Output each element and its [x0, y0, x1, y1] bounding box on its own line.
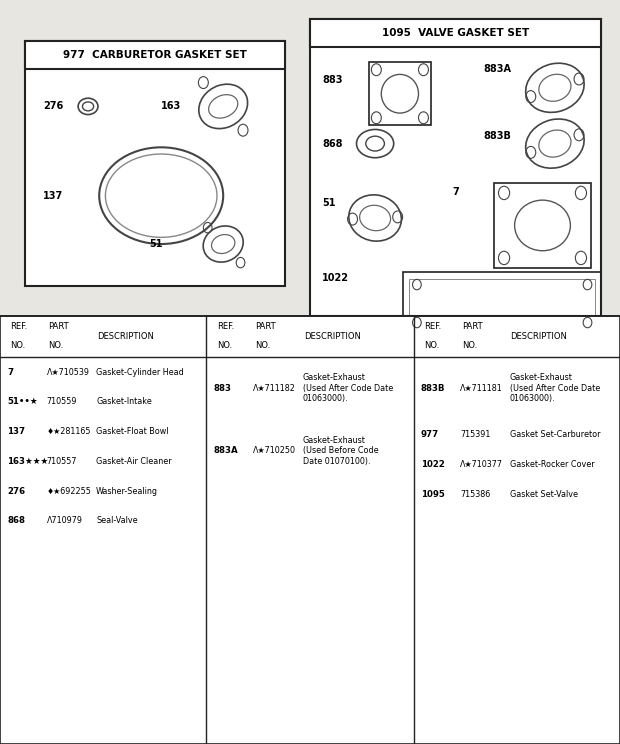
Text: DESCRIPTION: DESCRIPTION — [304, 332, 361, 341]
Text: 715386: 715386 — [460, 490, 490, 498]
Text: Gasket-Cylinder Head: Gasket-Cylinder Head — [96, 368, 184, 376]
Bar — [409, 279, 595, 327]
Text: Gasket-Intake: Gasket-Intake — [96, 397, 152, 406]
Text: NO.: NO. — [217, 341, 232, 350]
Text: PART: PART — [462, 322, 483, 331]
Text: 7: 7 — [453, 187, 459, 197]
Text: ♦★281165: ♦★281165 — [46, 427, 91, 436]
Text: Gasket-Exhaust
(Used After Code Date
01063000).: Gasket-Exhaust (Used After Code Date 010… — [510, 373, 600, 403]
Bar — [25, 41, 285, 69]
Text: Λ★710250: Λ★710250 — [253, 446, 296, 455]
Text: 163: 163 — [161, 101, 182, 112]
Text: REF.: REF. — [217, 322, 234, 331]
Text: ♦★692255: ♦★692255 — [46, 487, 91, 496]
Text: Λ★711182: Λ★711182 — [253, 384, 296, 393]
Text: PART: PART — [48, 322, 69, 331]
Text: 1022: 1022 — [322, 272, 350, 283]
Text: Washer-Sealing: Washer-Sealing — [96, 487, 158, 496]
Text: 1022: 1022 — [421, 460, 445, 469]
Text: 883A: 883A — [214, 446, 238, 455]
Bar — [310, 19, 601, 316]
Text: 51••★: 51••★ — [7, 397, 38, 406]
Text: 868: 868 — [7, 516, 25, 525]
Text: 1095: 1095 — [421, 490, 445, 498]
Text: NO.: NO. — [462, 341, 477, 350]
Bar — [310, 19, 601, 47]
Text: REF.: REF. — [11, 322, 27, 331]
Text: 51: 51 — [322, 198, 336, 208]
Text: NO.: NO. — [48, 341, 64, 350]
Text: Gasket Set-Valve: Gasket Set-Valve — [510, 490, 578, 498]
Bar — [369, 62, 431, 125]
Text: 883: 883 — [214, 384, 232, 393]
Text: 710557: 710557 — [46, 457, 77, 466]
Text: 276: 276 — [43, 101, 64, 112]
Text: 276: 276 — [7, 487, 25, 496]
Text: 51: 51 — [149, 239, 162, 249]
Text: Gasket Set-Carburetor: Gasket Set-Carburetor — [510, 430, 600, 439]
Text: Gasket-Exhaust
(Used Before Code
Date 01070100).: Gasket-Exhaust (Used Before Code Date 01… — [303, 436, 378, 466]
Text: 977  CARBURETOR GASKET SET: 977 CARBURETOR GASKET SET — [63, 50, 247, 60]
Text: 715391: 715391 — [460, 430, 490, 439]
Bar — [25, 41, 285, 286]
Text: 883A: 883A — [484, 64, 512, 74]
Text: PART: PART — [255, 322, 276, 331]
Text: 883B: 883B — [484, 131, 512, 141]
Text: Gasket-Float Bowl: Gasket-Float Bowl — [96, 427, 169, 436]
Text: 710559: 710559 — [46, 397, 77, 406]
Text: 868: 868 — [322, 138, 343, 149]
Text: Λ★710539: Λ★710539 — [46, 368, 89, 376]
Text: Λ★711181: Λ★711181 — [460, 384, 503, 393]
Text: 1095  VALVE GASKET SET: 1095 VALVE GASKET SET — [382, 28, 529, 38]
Text: Gasket-Rocker Cover: Gasket-Rocker Cover — [510, 460, 594, 469]
Text: Λ★710377: Λ★710377 — [460, 460, 503, 469]
Text: 7: 7 — [7, 368, 14, 376]
Text: DESCRIPTION: DESCRIPTION — [97, 332, 154, 341]
Text: 977: 977 — [421, 430, 439, 439]
Text: Seal-Valve: Seal-Valve — [96, 516, 138, 525]
Bar — [0, 316, 620, 744]
Text: Λ710979: Λ710979 — [46, 516, 82, 525]
Text: 883: 883 — [322, 75, 343, 86]
Text: DESCRIPTION: DESCRIPTION — [511, 332, 567, 341]
Text: 163★★★: 163★★★ — [7, 457, 48, 466]
Text: NO.: NO. — [11, 341, 25, 350]
Text: Gasket-Exhaust
(Used After Code Date
01063000).: Gasket-Exhaust (Used After Code Date 010… — [303, 373, 393, 403]
Bar — [403, 272, 601, 335]
Text: 137: 137 — [43, 190, 64, 201]
Text: 883B: 883B — [421, 384, 445, 393]
Bar — [495, 183, 590, 269]
Text: NO.: NO. — [255, 341, 270, 350]
Text: NO.: NO. — [424, 341, 439, 350]
Text: REF.: REF. — [424, 322, 441, 331]
Text: 137: 137 — [7, 427, 25, 436]
Text: Gasket-Air Cleaner: Gasket-Air Cleaner — [96, 457, 172, 466]
